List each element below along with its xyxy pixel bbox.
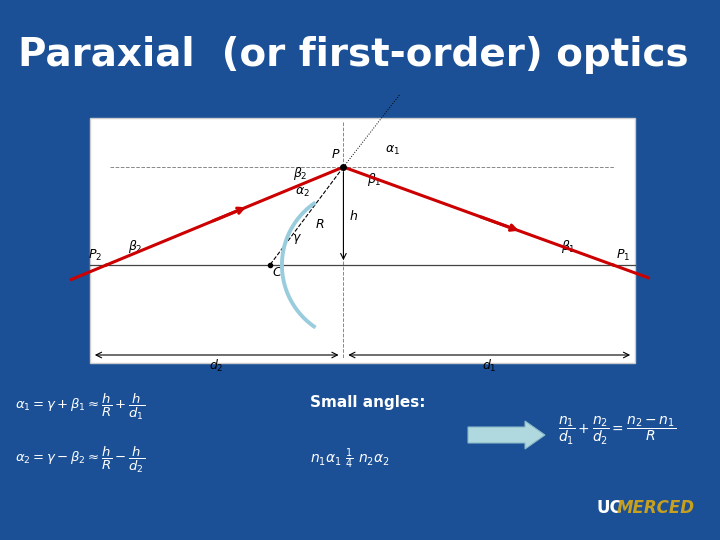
Text: $\alpha_2$: $\alpha_2$ [295,186,310,199]
Text: $\beta_2$: $\beta_2$ [294,165,308,182]
Text: $h$: $h$ [349,209,359,223]
Text: $P_1$: $P_1$ [616,248,631,263]
Text: $\dfrac{n_1}{d_1} + \dfrac{n_2}{d_2} = \dfrac{n_2 - n_1}{R}$: $\dfrac{n_1}{d_1} + \dfrac{n_2}{d_2} = \… [558,415,676,447]
Text: $P_2$: $P_2$ [89,248,102,263]
Text: Small angles:: Small angles: [310,395,426,410]
Text: $\beta_2$: $\beta_2$ [128,238,143,255]
Text: $d_1$: $d_1$ [482,358,497,374]
Text: $d_2$: $d_2$ [210,358,224,374]
Text: UC: UC [596,499,622,517]
Text: $R$: $R$ [315,218,324,231]
Bar [90,118,635,363]
Text: $n_1\alpha_1\ \frac{1}{4}\ n_2\alpha_2$: $n_1\alpha_1\ \frac{1}{4}\ n_2\alpha_2$ [310,447,390,471]
Text: $\gamma$: $\gamma$ [292,232,302,246]
FancyArrow shape [468,421,545,449]
Text: $\beta_1$: $\beta_1$ [561,238,576,255]
Text: $C$: $C$ [272,266,282,279]
Text: $\alpha_1$: $\alpha_1$ [385,144,400,157]
Text: Paraxial  (or first-order) optics: Paraxial (or first-order) optics [18,36,688,74]
Text: $P$: $P$ [331,148,341,161]
Text: $\alpha_2 = \gamma - \beta_2 \approx \dfrac{h}{R} - \dfrac{h}{d_2}$: $\alpha_2 = \gamma - \beta_2 \approx \df… [15,445,145,475]
Text: MERCED: MERCED [617,499,695,517]
Text: $\beta_1$: $\beta_1$ [367,171,382,188]
Text: $\alpha_1 = \gamma + \beta_1 \approx \dfrac{h}{R} + \dfrac{h}{d_1}$: $\alpha_1 = \gamma + \beta_1 \approx \df… [15,392,145,422]
